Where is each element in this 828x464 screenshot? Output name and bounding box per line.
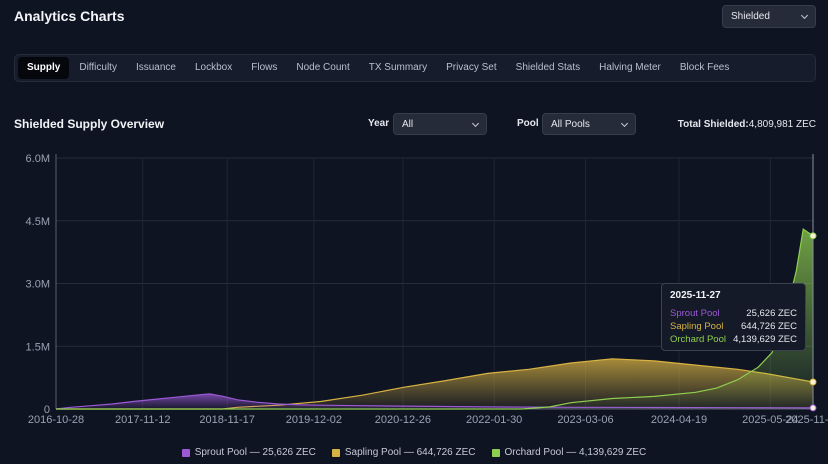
year-select[interactable]: All: [393, 113, 487, 135]
tab-flows[interactable]: Flows: [251, 62, 278, 73]
total-shielded-value: 4,809,981 ZEC: [748, 119, 816, 130]
tab-privacy-set[interactable]: Privacy Set: [446, 62, 497, 73]
year-label: Year: [368, 118, 390, 129]
tab-issuance[interactable]: Issuance: [135, 62, 176, 73]
series-line-sprout-pool: [55, 393, 814, 410]
hover-point: [809, 378, 817, 386]
view-select[interactable]: Shielded: [722, 5, 816, 28]
y-tick-label: 1.5M: [26, 341, 50, 353]
x-tick-label: 2016-10-28: [28, 414, 84, 426]
x-tick-label: 2024-04-19: [651, 414, 707, 426]
tooltip-row: Sprout Pool 25,626 ZEC: [670, 308, 797, 319]
x-tick-label: 2019-12-02: [286, 414, 342, 426]
tab-bar: Supply Difficulty Issuance Lockbox Flows Node…: [14, 54, 816, 82]
tab-supply[interactable]: Supply: [18, 57, 70, 79]
supply-chart[interactable]: 0 1.5M 3.0M 4.5M 6.0M 2016-10-28 2017-11-12 201…: [0, 140, 828, 430]
pool-select-value: All Pools: [551, 118, 590, 130]
legend-swatch: [491, 448, 500, 457]
tab-tx-summary[interactable]: TX Summary: [368, 62, 428, 73]
tooltip-series-name: Orchard Pool: [670, 334, 726, 345]
hover-point: [809, 232, 817, 240]
pool-label: Pool: [517, 118, 539, 129]
chevron-down-icon: [800, 11, 809, 20]
legend-label: Sapling Pool — 644,726 ZEC: [344, 447, 476, 458]
x-tick-label: 2025-05-24: [742, 414, 798, 426]
total-shielded: Total Shielded:4,809,981 ZEC: [678, 119, 816, 130]
series-area-sapling-pool: [56, 358, 813, 409]
hover-point: [809, 404, 817, 412]
y-tick-label: 3.0M: [26, 279, 50, 291]
pool-select[interactable]: All Pools: [542, 113, 636, 135]
x-tick-label: 2020-12-26: [375, 414, 431, 426]
y-tick-label: 4.5M: [26, 216, 50, 228]
tab-lockbox[interactable]: Lockbox: [194, 62, 233, 73]
tooltip-series-value: 644,726 ZEC: [741, 321, 797, 332]
y-tick-label: 6.0M: [26, 153, 50, 165]
tab-difficulty[interactable]: Difficulty: [79, 62, 117, 73]
x-tick-label: 2025-11-27: [785, 414, 828, 426]
legend-label: Sprout Pool — 25,626 ZEC: [194, 447, 316, 458]
tooltip-row: Orchard Pool 4,139,629 ZEC: [670, 334, 797, 345]
x-tick-label: 2017-11-12: [115, 414, 170, 426]
total-shielded-label: Total Shielded:: [677, 119, 749, 130]
legend-item[interactable]: Orchard Pool — 4,139,629 ZEC: [491, 447, 647, 458]
tooltip-series-value: 25,626 ZEC: [746, 308, 797, 319]
tab-halving-meter[interactable]: Halving Meter: [599, 62, 661, 73]
legend-swatch: [331, 448, 340, 457]
tab-node-count[interactable]: Node Count: [296, 62, 350, 73]
x-tick-label: 2023-03-06: [557, 414, 613, 426]
legend-label: Orchard Pool — 4,139,629 ZEC: [504, 447, 647, 458]
legend-swatch: [181, 448, 190, 457]
section-title: Shielded Supply Overview: [14, 117, 165, 131]
tab-shielded-stats[interactable]: Shielded Stats: [515, 62, 581, 73]
year-select-value: All: [402, 118, 414, 130]
legend-item[interactable]: Sprout Pool — 25,626 ZEC: [181, 447, 316, 458]
tooltip-date: 2025-11-27: [670, 290, 721, 301]
y-tick-label: 0: [44, 404, 50, 416]
tooltip-series-name: Sprout Pool: [670, 308, 720, 319]
x-tick-label: 2022-01-30: [466, 414, 522, 426]
chevron-down-icon: [620, 119, 629, 128]
chart-legend: Sprout Pool — 25,626 ZEC Sapling Pool — 6…: [0, 447, 828, 458]
tab-block-fees[interactable]: Block Fees: [679, 62, 730, 73]
view-select-value: Shielded: [731, 11, 770, 22]
tooltip-series-value: 4,139,629 ZEC: [733, 334, 797, 345]
tooltip-series-name: Sapling Pool: [670, 321, 724, 332]
legend-item[interactable]: Sapling Pool — 644,726 ZEC: [331, 447, 476, 458]
series-area-sprout-pool: [56, 393, 813, 409]
chart-tooltip: 2025-11-27 Sprout Pool 25,626 ZEC Sapling …: [661, 283, 806, 351]
tooltip-row: Sapling Pool 644,726 ZEC: [670, 321, 797, 332]
chevron-down-icon: [471, 119, 480, 128]
series-area-orchard-pool: [56, 229, 813, 409]
x-tick-label: 2018-11-17: [199, 414, 254, 426]
page-title: Analytics Charts: [14, 8, 125, 24]
